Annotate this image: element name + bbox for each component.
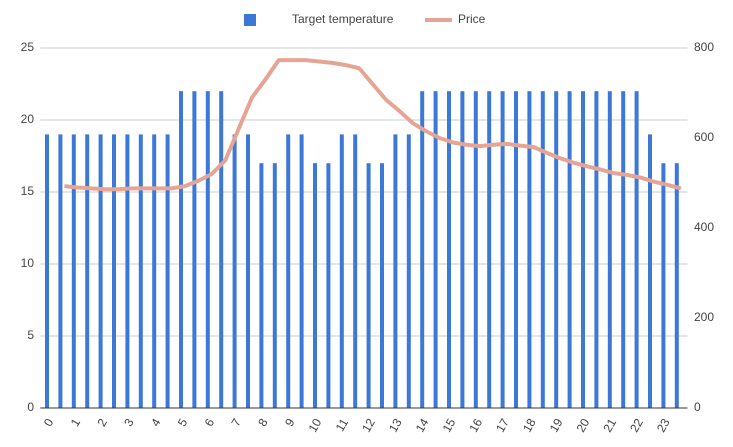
y-tick-label: 0: [27, 400, 34, 414]
bar: [326, 163, 331, 408]
bar: [661, 163, 666, 408]
y2-tick-label: 600: [694, 130, 714, 144]
bar: [581, 91, 585, 408]
x-tick-label: 4: [148, 416, 164, 429]
x-tick-label: 3: [121, 416, 137, 429]
bar: [205, 91, 210, 408]
bar: [246, 134, 250, 408]
bar: [420, 91, 425, 408]
bar: [219, 91, 224, 408]
bar: [353, 134, 358, 408]
x-tick-label: 20: [574, 416, 593, 435]
x-tick-label: 5: [175, 416, 191, 429]
x-tick-label: 10: [306, 416, 325, 435]
x-tick-label: 13: [386, 416, 405, 435]
legend-swatch: [244, 14, 256, 26]
bar: [165, 134, 170, 408]
bar: [339, 134, 344, 408]
bar: [71, 134, 76, 408]
bar: [286, 134, 291, 408]
x-tick-label: 7: [228, 416, 244, 429]
bar: [514, 91, 518, 408]
y-tick-label: 5: [27, 328, 34, 342]
x-tick-label: 9: [282, 416, 298, 429]
bar: [594, 91, 599, 408]
bar: [460, 91, 465, 408]
bar: [259, 163, 264, 408]
bar: [527, 91, 532, 408]
bar: [125, 134, 130, 408]
bar: [272, 163, 277, 408]
x-tick-label: 21: [600, 416, 619, 435]
bar: [634, 91, 639, 408]
x-tick-label: 18: [520, 416, 539, 435]
bar: [179, 91, 183, 408]
bar: [299, 134, 304, 408]
bar: [58, 134, 63, 408]
x-tick-label: 6: [202, 416, 218, 429]
bar: [85, 134, 90, 408]
x-tick-label: 1: [68, 416, 84, 429]
bar: [366, 163, 371, 408]
y-tick-label: 25: [21, 40, 35, 54]
line: [64, 58, 682, 192]
bar: [607, 91, 612, 408]
bar: [473, 91, 478, 408]
y-tick-label: 10: [21, 256, 35, 270]
bar: [487, 91, 492, 408]
bar: [45, 134, 49, 408]
bar: [540, 91, 545, 408]
legend-label: Target temperature: [292, 12, 394, 26]
bar: [567, 91, 572, 408]
bar: [232, 134, 237, 408]
bar: [406, 134, 411, 408]
bar: [500, 91, 505, 408]
bar: [648, 134, 652, 408]
x-tick-label: 12: [359, 416, 378, 435]
bar: [621, 91, 626, 408]
x-tick-label: 17: [493, 416, 512, 435]
y2-tick-label: 200: [694, 310, 714, 324]
bar: [447, 91, 451, 408]
bar: [138, 134, 143, 408]
x-tick-label: 2: [94, 416, 110, 429]
bar: [433, 91, 438, 408]
bar: [674, 163, 679, 408]
bar: [98, 134, 103, 408]
bar: [112, 134, 116, 408]
x-tick-label: 14: [413, 416, 432, 435]
bar: [152, 134, 157, 408]
bar: [380, 163, 384, 408]
bar: [393, 134, 398, 408]
x-tick-label: 23: [654, 416, 673, 435]
y2-tick-label: 800: [694, 40, 714, 54]
bar: [313, 163, 317, 408]
x-tick-label: 22: [627, 416, 646, 435]
y-tick-label: 20: [21, 112, 35, 126]
bar: [192, 91, 197, 408]
legend-label: Price: [458, 12, 486, 26]
x-tick-label: 8: [255, 416, 271, 429]
bar: [554, 91, 559, 408]
x-tick-label: 16: [466, 416, 485, 435]
y2-tick-label: 0: [694, 400, 701, 414]
y-tick-label: 15: [21, 184, 35, 198]
y2-tick-label: 400: [694, 220, 714, 234]
x-tick-label: 11: [333, 416, 352, 434]
x-tick-label: 0: [41, 416, 57, 429]
x-tick-label: 15: [440, 416, 459, 435]
x-tick-label: 19: [547, 416, 566, 435]
